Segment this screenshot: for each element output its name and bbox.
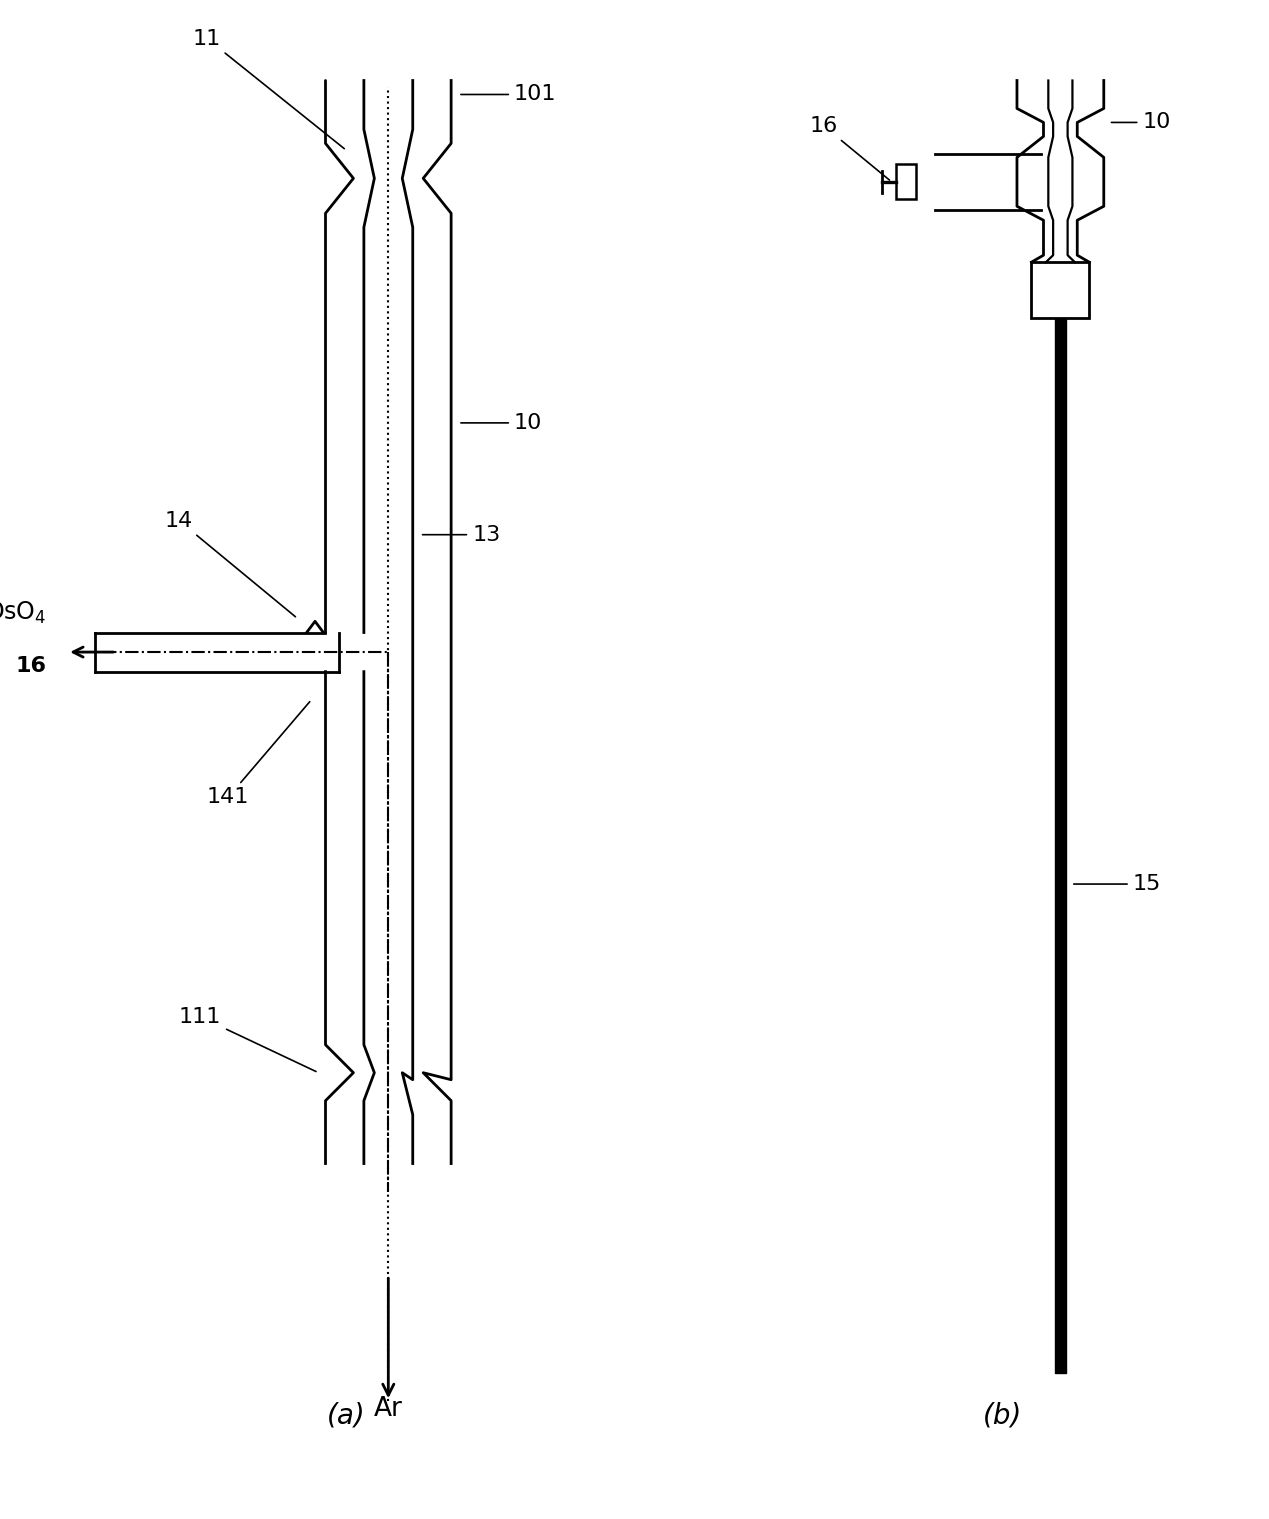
Text: Ar: Ar	[374, 1396, 402, 1422]
Text: 16: 16	[810, 115, 890, 181]
Bar	[896, 164, 916, 199]
Text: 13: 13	[423, 524, 500, 545]
Text: 14: 14	[165, 510, 296, 617]
Text: 15: 15	[1074, 873, 1161, 895]
Text: (b): (b)	[982, 1401, 1023, 1429]
Bar	[1032, 263, 1089, 317]
Text: 10: 10	[1112, 112, 1171, 132]
Text: 10: 10	[461, 413, 542, 433]
Text: 101: 101	[461, 85, 556, 105]
Text: OsO$_4$: OsO$_4$	[0, 600, 47, 626]
Text: 111: 111	[179, 1007, 316, 1071]
Text: 11: 11	[193, 29, 344, 149]
Text: 141: 141	[207, 702, 310, 808]
Text: (a): (a)	[327, 1401, 365, 1429]
Text: 16: 16	[15, 656, 47, 676]
